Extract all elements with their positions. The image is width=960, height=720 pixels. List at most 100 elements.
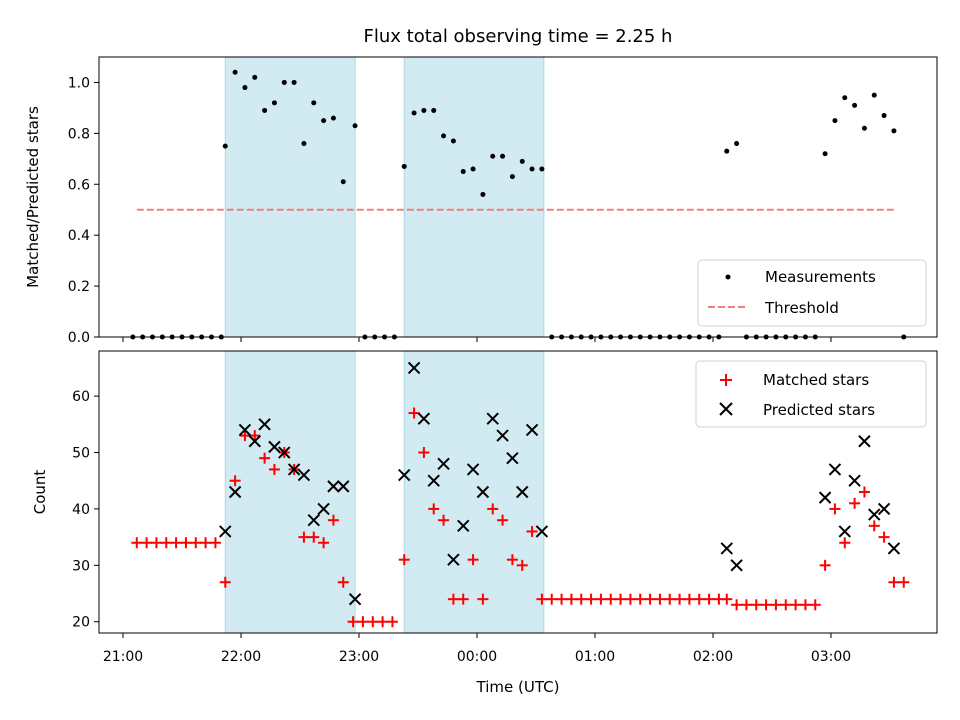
measurement-point xyxy=(470,166,476,172)
matched-star-point xyxy=(760,599,772,611)
matched-star-point xyxy=(487,503,499,515)
predicted-star-point xyxy=(476,485,490,499)
legend-measurements-label: Measurements xyxy=(765,268,876,286)
count-x-tick-label: 22:00 xyxy=(221,649,261,665)
measurement-point xyxy=(852,102,858,108)
measurement-point xyxy=(734,141,740,147)
matched-star-point xyxy=(858,486,870,498)
predicted-star-point xyxy=(228,485,242,499)
count-y-tick-label: 30 xyxy=(72,558,90,574)
predicted-star-point xyxy=(297,468,311,482)
measurement-point xyxy=(321,118,327,124)
measurement-point xyxy=(431,107,437,113)
observing-intervals xyxy=(224,350,545,634)
ratio-y-tick-label: 0.4 xyxy=(68,228,90,244)
predicted-star-point xyxy=(238,423,252,437)
count-x-axis: 21:00 22:00 23:00 00:00 01:00 02:00 03:00 xyxy=(103,633,851,665)
measurement-point xyxy=(252,74,258,80)
observing-interval-2 xyxy=(403,350,545,634)
predicted-star-point xyxy=(838,525,851,538)
count-x-axis-label: Time (UTC) xyxy=(476,678,560,696)
measurement-point xyxy=(842,95,848,101)
measurement-point xyxy=(450,138,456,144)
matched-star-point xyxy=(200,537,212,549)
matched-star-point xyxy=(829,503,841,515)
predicted-star-point xyxy=(248,435,261,448)
count-x-tick-label: 01:00 xyxy=(575,649,615,665)
measurement-point xyxy=(509,174,515,180)
matched-star-point xyxy=(809,599,821,611)
legend-matched-marker xyxy=(720,374,732,386)
matched-star-point xyxy=(347,616,359,628)
measurement-point xyxy=(490,153,496,159)
measurement-point xyxy=(724,148,730,154)
count-y-axis-label: Count xyxy=(31,470,49,515)
count-y-tick-label: 20 xyxy=(72,615,90,631)
matched-star-point xyxy=(477,593,489,605)
predicted-star-point xyxy=(525,423,539,437)
matched-star-point xyxy=(516,559,528,571)
matched-star-point xyxy=(367,616,379,628)
predicted-star-point xyxy=(317,502,330,516)
matched-star-point xyxy=(595,593,607,605)
matched-star-point xyxy=(190,537,202,549)
measurement-point xyxy=(421,107,427,113)
count-y-tick-label: 50 xyxy=(72,446,90,462)
predicted-star-point xyxy=(348,592,362,606)
measurement-point xyxy=(519,158,525,164)
measurement-point xyxy=(411,110,417,116)
matched-star-point xyxy=(180,537,192,549)
matched-star-point xyxy=(565,593,577,605)
matched-star-point xyxy=(506,554,518,566)
predicted-star-point xyxy=(535,525,549,538)
measurement-point xyxy=(460,169,466,175)
matched-star-point xyxy=(467,554,479,566)
predicted-star-point xyxy=(427,474,440,487)
count-panel: 20 30 40 50 60 21:00 22:00 23:00 00:00 01:00 02:0… xyxy=(31,350,938,696)
matched-star-point xyxy=(898,576,910,588)
ratio-panel: 0.0 0.2 0.4 0.6 0.8 1.0 Matched/Predicted sta… xyxy=(24,56,938,346)
ratio-legend-box xyxy=(697,259,927,327)
ratio-y-tick-label: 1.0 xyxy=(68,75,90,91)
measurement-point xyxy=(529,166,535,172)
measurement-point xyxy=(330,115,336,121)
measurement-point xyxy=(340,179,346,185)
matched-star-point xyxy=(308,531,320,543)
predicted-star-point xyxy=(407,361,421,375)
legend-predicted-marker xyxy=(719,402,733,416)
matched-star-point xyxy=(790,599,802,611)
matched-star-point xyxy=(878,531,890,543)
matched-star-point xyxy=(438,514,450,526)
legend-matched-label: Matched stars xyxy=(763,371,869,389)
measurement-point xyxy=(822,151,828,157)
matched-star-point xyxy=(526,525,538,537)
predicted-star-point xyxy=(848,474,861,487)
matched-star-point xyxy=(839,537,851,549)
matched-star-point xyxy=(693,593,705,605)
predicted-star-point xyxy=(887,542,901,555)
legend-measurements-marker xyxy=(725,274,731,280)
matched-star-point xyxy=(721,593,733,605)
measurement-point xyxy=(480,191,486,197)
measurement-point xyxy=(861,125,867,131)
matched-star-point xyxy=(888,576,900,588)
matched-star-point xyxy=(868,520,880,532)
matched-star-point xyxy=(386,616,398,628)
legend-predicted-label: Predicted stars xyxy=(763,401,875,419)
count-y-tick-label: 60 xyxy=(72,389,90,405)
matched-star-point xyxy=(674,593,686,605)
measurement-point xyxy=(242,85,248,91)
ratio-y-axis-label: Matched/Predicted stars xyxy=(24,106,42,288)
matched-star-point xyxy=(624,593,636,605)
predicted-star-point xyxy=(337,480,350,493)
matched-star-point xyxy=(654,593,666,605)
predicted-star-point xyxy=(437,457,450,471)
legend-threshold-label: Threshold xyxy=(764,299,839,317)
measurement-point xyxy=(262,107,268,113)
measurement-point xyxy=(832,118,838,124)
matched-star-point xyxy=(249,430,261,442)
matched-star-point xyxy=(268,463,280,475)
predicted-star-point xyxy=(868,508,881,521)
measurement-point xyxy=(291,79,297,85)
